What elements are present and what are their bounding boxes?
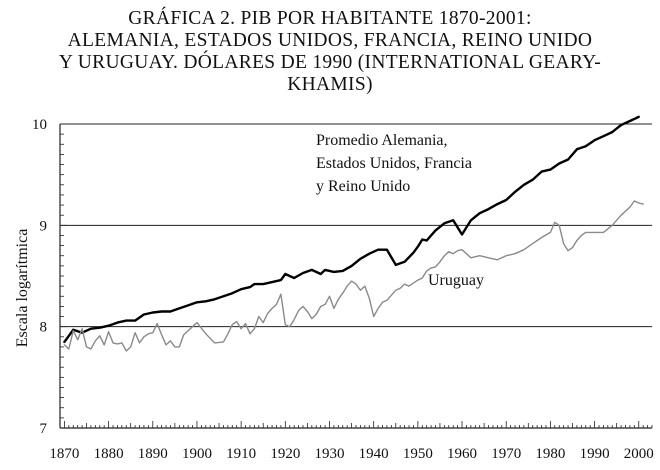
y-tick-label: 8 — [40, 320, 48, 336]
x-tick-label: 1930 — [314, 446, 344, 462]
x-tick-label: 1990 — [580, 446, 610, 462]
x-tick-labels: 1870 1880 1890 1900 1910 1920 1930 1940 1950 1960… — [49, 446, 653, 462]
y-tick-label: 10 — [32, 117, 47, 133]
series-line-average — [63, 115, 640, 344]
axes — [59, 123, 653, 429]
x-tick-label: 1950 — [403, 446, 433, 462]
y-tick-label: 9 — [40, 218, 48, 234]
chart-title-line: GRÁFICA 2. PIB POR HABITANTE 1870-2001: — [128, 8, 532, 29]
chart-title-line: ALEMANIA, ESTADOS UNIDOS, FRANCIA, REINO… — [67, 30, 593, 51]
series-label-line: y Reino Unido — [316, 178, 410, 195]
x-tick-label: 1910 — [226, 446, 256, 462]
x-tick-label: 1980 — [535, 446, 565, 462]
x-tick-label: 1970 — [491, 446, 521, 462]
chart-title: GRÁFICA 2. PIB POR HABITANTE 1870-2001: … — [0, 8, 660, 96]
chart-title-line: Y URUGUAY. DÓLARES DE 1990 (INTERNATIONA… — [58, 52, 602, 73]
x-tick-label: 1880 — [94, 446, 124, 462]
series-line-uruguay — [63, 200, 644, 352]
y-tick-labels: 7 8 9 10 — [32, 117, 48, 437]
x-tick-label: 1890 — [138, 446, 168, 462]
y-axis-label: Escala logarítmica — [14, 229, 31, 348]
x-tick-label: 1940 — [359, 446, 389, 462]
series-label-line: Promedio Alemania, — [316, 132, 448, 149]
x-tick-label: 1870 — [49, 446, 79, 462]
series-label-uruguay: Uruguay — [428, 272, 484, 289]
series-label-line: Estados Unidos, Francia — [316, 155, 472, 172]
series-label-average: Promedio Alemania, Estados Unidos, Franc… — [316, 132, 472, 195]
chart-title-line: KHAMIS) — [287, 74, 373, 95]
y-tick-label: 7 — [40, 421, 48, 437]
series-lines — [63, 115, 644, 352]
x-tick-label: 1960 — [447, 446, 477, 462]
x-tick-label: 2000 — [624, 446, 654, 462]
x-tick-label: 1920 — [270, 446, 300, 462]
x-tick-label: 1900 — [182, 446, 212, 462]
